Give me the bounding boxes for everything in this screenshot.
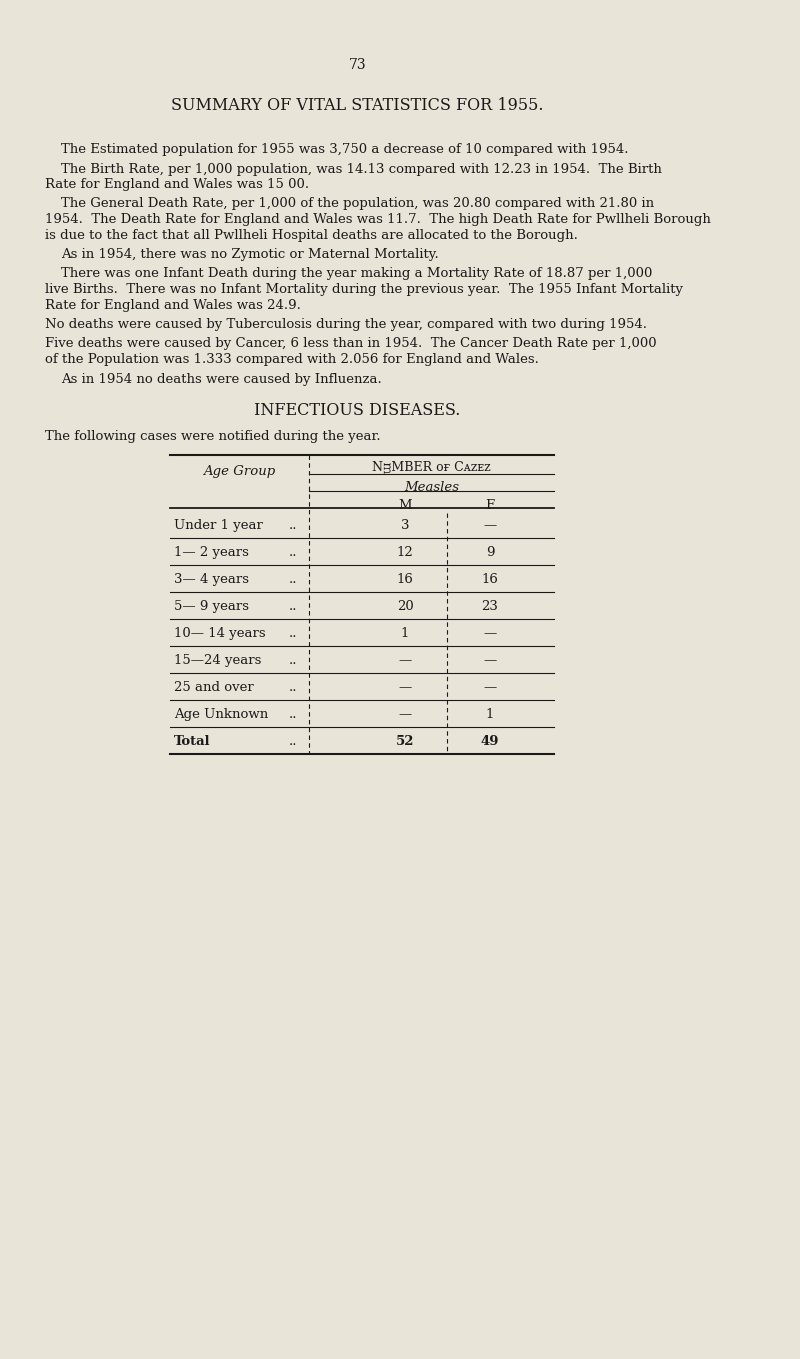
Text: 73: 73 bbox=[349, 58, 366, 72]
Text: of the Population was 1.333 compared with 2.056 for England and Wales.: of the Population was 1.333 compared wit… bbox=[45, 353, 538, 366]
Text: Total: Total bbox=[174, 735, 211, 747]
Text: ..: .. bbox=[289, 546, 298, 559]
Text: 5— 9 years: 5— 9 years bbox=[174, 601, 250, 613]
Text: 16: 16 bbox=[482, 573, 498, 586]
Text: As in 1954 no deaths were caused by Influenza.: As in 1954 no deaths were caused by Infl… bbox=[61, 372, 382, 386]
Text: 15—24 years: 15—24 years bbox=[174, 654, 262, 667]
Text: Measles: Measles bbox=[404, 481, 459, 495]
Text: —: — bbox=[483, 519, 497, 531]
Text: 16: 16 bbox=[397, 573, 414, 586]
Text: M: M bbox=[398, 499, 412, 512]
Text: ..: .. bbox=[289, 626, 298, 640]
Text: SUMMARY OF VITAL STATISTICS FOR 1955.: SUMMARY OF VITAL STATISTICS FOR 1955. bbox=[171, 96, 544, 114]
Text: ..: .. bbox=[289, 519, 298, 531]
Text: ..: .. bbox=[289, 654, 298, 667]
Text: 1954.  The Death Rate for England and Wales was 11.7.  The high Death Rate for P: 1954. The Death Rate for England and Wal… bbox=[45, 213, 710, 226]
Text: The Estimated population for 1955 was 3,750 a decrease of 10 compared with 1954.: The Estimated population for 1955 was 3,… bbox=[61, 143, 628, 156]
Text: Rate for England and Wales was 24.9.: Rate for England and Wales was 24.9. bbox=[45, 299, 301, 311]
Text: 20: 20 bbox=[397, 601, 414, 613]
Text: Age Unknown: Age Unknown bbox=[174, 708, 269, 722]
Text: INFECTIOUS DISEASES.: INFECTIOUS DISEASES. bbox=[254, 402, 461, 419]
Text: 12: 12 bbox=[397, 546, 414, 559]
Text: —: — bbox=[398, 681, 412, 694]
Text: —: — bbox=[398, 708, 412, 722]
Text: 10— 14 years: 10— 14 years bbox=[174, 626, 266, 640]
Text: Under 1 year: Under 1 year bbox=[174, 519, 263, 531]
Text: The General Death Rate, per 1,000 of the population, was 20.80 compared with 21.: The General Death Rate, per 1,000 of the… bbox=[61, 197, 654, 211]
Text: —: — bbox=[483, 681, 497, 694]
Text: 23: 23 bbox=[482, 601, 498, 613]
Text: —: — bbox=[483, 626, 497, 640]
Text: is due to the fact that all Pwllheli Hospital deaths are allocated to the Boroug: is due to the fact that all Pwllheli Hos… bbox=[45, 228, 578, 242]
Text: ..: .. bbox=[289, 601, 298, 613]
Text: —: — bbox=[483, 654, 497, 667]
Text: 52: 52 bbox=[396, 735, 414, 747]
Text: There was one Infant Death during the year making a Mortality Rate of 18.87 per : There was one Infant Death during the ye… bbox=[61, 268, 652, 280]
Text: ..: .. bbox=[289, 573, 298, 586]
Text: Age Group: Age Group bbox=[203, 465, 275, 478]
Text: NᴟMBER ᴏғ Cᴀᴢᴇᴢ: NᴟMBER ᴏғ Cᴀᴢᴇᴢ bbox=[372, 461, 491, 474]
Text: The Birth Rate, per 1,000 population, was 14.13 compared with 12.23 in 1954.  Th: The Birth Rate, per 1,000 population, wa… bbox=[61, 163, 662, 175]
Text: ..: .. bbox=[289, 735, 298, 747]
Text: ..: .. bbox=[289, 681, 298, 694]
Text: Rate for England and Wales was 15 00.: Rate for England and Wales was 15 00. bbox=[45, 178, 309, 192]
Text: 3: 3 bbox=[401, 519, 410, 531]
Text: The following cases were notified during the year.: The following cases were notified during… bbox=[45, 429, 380, 443]
Text: 1: 1 bbox=[401, 626, 410, 640]
Text: 49: 49 bbox=[481, 735, 499, 747]
Text: Five deaths were caused by Cancer, 6 less than in 1954.  The Cancer Death Rate p: Five deaths were caused by Cancer, 6 les… bbox=[45, 337, 656, 351]
Text: No deaths were caused by Tuberculosis during the year, compared with two during : No deaths were caused by Tuberculosis du… bbox=[45, 318, 646, 332]
Text: 1— 2 years: 1— 2 years bbox=[174, 546, 250, 559]
Text: ..: .. bbox=[289, 708, 298, 722]
Text: As in 1954, there was no Zymotic or Maternal Mortality.: As in 1954, there was no Zymotic or Mate… bbox=[61, 247, 438, 261]
Text: live Births.  There was no Infant Mortality during the previous year.  The 1955 : live Births. There was no Infant Mortali… bbox=[45, 283, 682, 296]
Text: F: F bbox=[486, 499, 494, 512]
Text: 9: 9 bbox=[486, 546, 494, 559]
Text: 25 and over: 25 and over bbox=[174, 681, 254, 694]
Text: —: — bbox=[398, 654, 412, 667]
Text: 1: 1 bbox=[486, 708, 494, 722]
Text: 3— 4 years: 3— 4 years bbox=[174, 573, 250, 586]
